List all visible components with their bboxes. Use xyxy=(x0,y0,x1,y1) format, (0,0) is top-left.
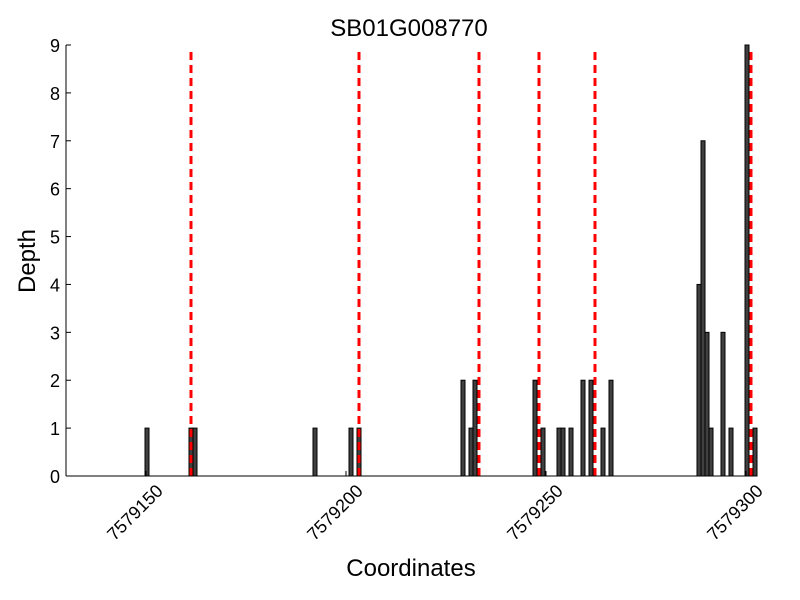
depth-bar xyxy=(588,379,594,477)
y-tick-label: 8 xyxy=(50,84,60,104)
depth-bar xyxy=(700,140,706,477)
y-axis-title: Depth xyxy=(14,229,41,293)
x-ticks: 7579150 7579200 7579250 7579300 xyxy=(103,471,767,544)
depth-bar xyxy=(708,427,714,477)
depth-bar xyxy=(556,427,562,477)
depth-bar xyxy=(704,331,710,477)
depth-bar xyxy=(600,427,606,477)
depth-bar xyxy=(144,427,150,477)
y-tick-label: 4 xyxy=(50,275,60,295)
x-tick-label: 7579150 xyxy=(103,481,167,545)
y-tick-label: 7 xyxy=(50,132,60,152)
y-tick-label: 0 xyxy=(50,467,60,487)
depth-bar xyxy=(696,283,702,477)
depth-bar xyxy=(348,427,354,477)
depth-bar xyxy=(744,44,750,477)
depth-bar xyxy=(540,427,546,477)
chart-title: SB01G008770 xyxy=(330,15,487,42)
x-tick-label: 7579200 xyxy=(303,481,367,545)
depth-bar xyxy=(468,427,474,477)
y-tick-label: 3 xyxy=(50,323,60,343)
depth-bar xyxy=(728,427,734,477)
bars-layer xyxy=(144,44,758,477)
depth-bar xyxy=(608,379,614,477)
depth-bar xyxy=(472,379,478,477)
x-tick-label: 7579250 xyxy=(503,481,567,545)
depth-bar xyxy=(720,331,726,477)
depth-bar xyxy=(532,379,538,477)
depth-bar xyxy=(580,379,586,477)
depth-bar xyxy=(560,427,566,477)
depth-bar xyxy=(460,379,466,477)
vlines-layer xyxy=(189,52,753,476)
y-tick-label: 1 xyxy=(50,419,60,439)
y-tick-label: 9 xyxy=(50,36,60,56)
x-tick-label: 7579300 xyxy=(703,481,767,545)
depth-bar xyxy=(752,427,758,477)
y-tick-label: 5 xyxy=(50,228,60,248)
depth-bar xyxy=(192,427,198,477)
x-axis-title: Coordinates xyxy=(346,555,475,582)
y-ticks: 0 1 2 3 4 5 6 7 8 9 xyxy=(50,36,71,487)
depth-bar xyxy=(568,427,574,477)
y-tick-label: 6 xyxy=(50,180,60,200)
y-tick-label: 2 xyxy=(50,371,60,391)
depth-bar xyxy=(312,427,318,477)
